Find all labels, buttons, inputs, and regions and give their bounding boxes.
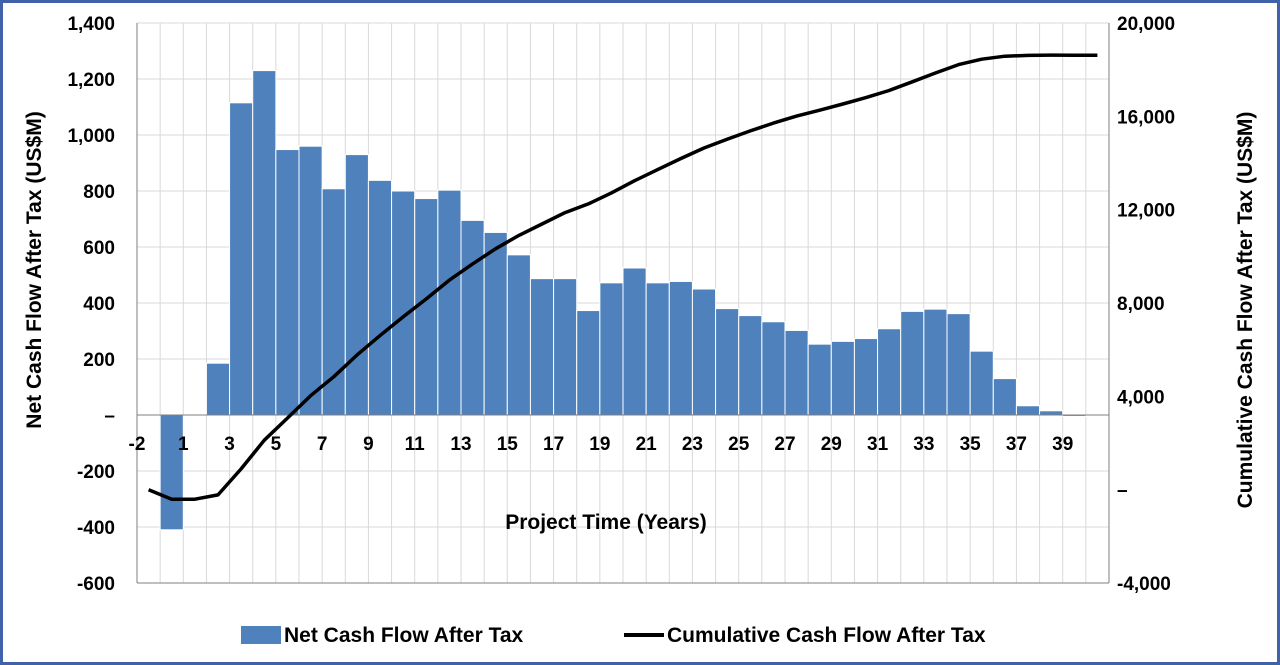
bar xyxy=(853,338,879,416)
y2-tick-label: – xyxy=(1117,481,1128,502)
x-tick-label: 27 xyxy=(774,434,795,455)
x-axis-title: Project Time (Years) xyxy=(505,511,707,534)
bar xyxy=(645,282,670,416)
y2-tick-label: -4,000 xyxy=(1117,574,1171,595)
y2-axis-title: Cumulative Cash Flow After Tax (US$M) xyxy=(1234,112,1257,509)
y-tick-label: -200 xyxy=(77,462,115,483)
bar xyxy=(761,321,786,416)
bar xyxy=(367,179,393,416)
y2-tick-label: 12,000 xyxy=(1117,201,1175,222)
bar xyxy=(900,310,925,416)
cash-flow-chart: -600 -400 -200 – 200 400 600 800 1,000 1,200 1,400… xyxy=(23,14,1257,647)
bar xyxy=(877,328,902,416)
y2-tick-label: 20,000 xyxy=(1117,14,1175,35)
x-tick-label: 29 xyxy=(821,434,842,455)
x-tick-label: 33 xyxy=(913,434,934,455)
x-tick-label: 17 xyxy=(543,434,564,455)
y-tick-label: – xyxy=(104,406,115,427)
axes xyxy=(136,23,1110,584)
x-tick-label: 1 xyxy=(178,434,189,455)
y2-tick-label: 4,000 xyxy=(1117,387,1165,408)
legend-swatch-net-cash-flow xyxy=(241,626,281,644)
x-tick-label: 7 xyxy=(317,434,328,455)
x-tick-label: 11 xyxy=(405,434,426,455)
y-tick-label: -400 xyxy=(77,518,115,539)
bar xyxy=(553,278,578,416)
y-tick-label: 1,000 xyxy=(67,126,115,147)
bar xyxy=(506,254,531,416)
bar xyxy=(344,154,369,416)
bar xyxy=(946,313,971,416)
bar xyxy=(229,102,254,416)
bar xyxy=(830,340,855,416)
bar xyxy=(576,310,601,416)
y-axis-title: Net Cash Flow After Tax (US$M) xyxy=(23,111,46,428)
bar xyxy=(252,70,277,416)
bar xyxy=(784,329,809,416)
bar xyxy=(807,343,832,416)
bar xyxy=(321,188,346,416)
bar xyxy=(1015,405,1041,416)
y-tick-label: 600 xyxy=(83,238,115,259)
y-tick-label: 1,400 xyxy=(67,14,115,35)
x-tick-label: 31 xyxy=(867,434,889,455)
bar xyxy=(969,350,994,416)
bar xyxy=(483,231,508,416)
bar xyxy=(715,308,740,416)
y-tick-label: 400 xyxy=(83,294,115,315)
x-tick-label: 15 xyxy=(497,434,519,455)
y-tick-label: -600 xyxy=(77,574,115,595)
bar xyxy=(668,280,693,416)
bar xyxy=(622,267,647,416)
legend-label-cumulative-cash-flow: Cumulative Cash Flow After Tax xyxy=(667,624,986,647)
x-tick-label: 19 xyxy=(589,434,610,455)
bar xyxy=(691,288,717,416)
y-tick-label: 200 xyxy=(83,350,115,371)
x-tick-label: 25 xyxy=(728,434,750,455)
x-tick-label: 13 xyxy=(450,434,471,455)
x-tick-label: -2 xyxy=(129,434,146,455)
bar xyxy=(391,190,416,416)
x-tick-label: 23 xyxy=(682,434,703,455)
x-tick-label: 37 xyxy=(1006,434,1027,455)
bar xyxy=(159,414,184,531)
bar xyxy=(738,315,763,416)
y2-tick-label: 16,000 xyxy=(1117,107,1175,128)
bar xyxy=(923,308,948,416)
y2-tick-label: 8,000 xyxy=(1117,294,1165,315)
tick-labels: -600 -400 -200 – 200 400 600 800 1,000 1,200 1,400… xyxy=(67,14,1175,595)
bar xyxy=(529,278,555,416)
y-tick-label: 800 xyxy=(83,182,115,203)
x-tick-label: 35 xyxy=(960,434,982,455)
bar xyxy=(599,282,624,416)
cumulative-cash-flow-line xyxy=(147,53,1098,501)
x-tick-label: 21 xyxy=(636,434,658,455)
legend: Net Cash Flow After Tax Cumulative Cash … xyxy=(241,624,986,647)
bar xyxy=(298,145,323,416)
bar xyxy=(460,219,485,416)
x-tick-label: 5 xyxy=(271,434,282,455)
x-tick-label: 39 xyxy=(1052,434,1073,455)
bar xyxy=(1039,410,1064,416)
bar xyxy=(437,189,462,416)
bar xyxy=(275,149,300,416)
cumulative-cash-flow-line-layer xyxy=(147,53,1098,501)
bar xyxy=(205,362,231,416)
bar xyxy=(992,378,1017,416)
legend-label-net-cash-flow: Net Cash Flow After Tax xyxy=(284,624,524,647)
x-tick-label: 3 xyxy=(224,434,235,455)
x-tick-label: 9 xyxy=(363,434,374,455)
y-tick-label: 1,200 xyxy=(67,70,115,91)
